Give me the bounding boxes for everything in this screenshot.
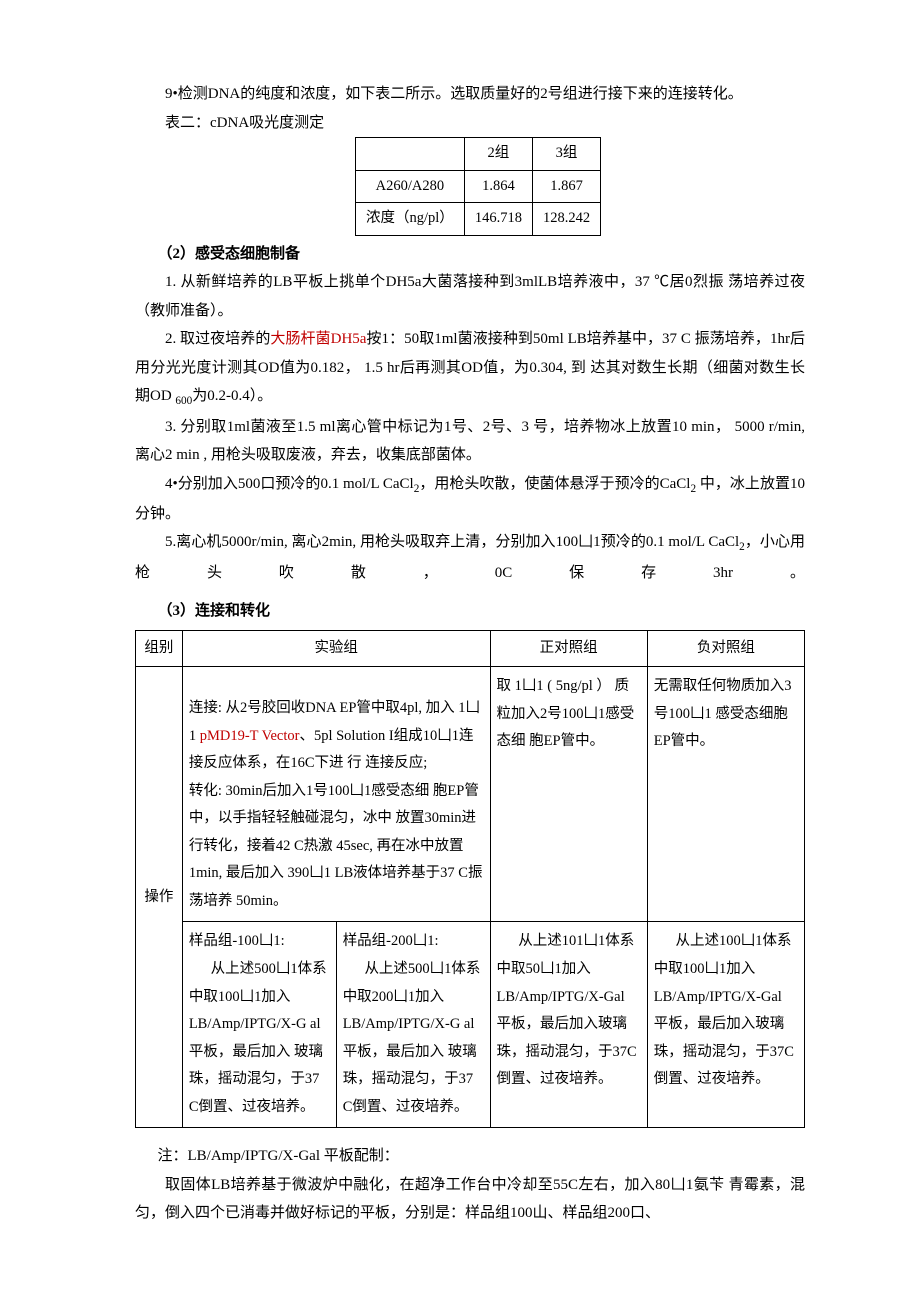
sec2-p4b: ，用枪头吹散，使菌体悬浮于预冷的CaCl — [419, 476, 690, 492]
t2-exp-red: pMD19-T Vector — [200, 728, 300, 744]
sec2-p2: 2. 取过夜培养的大肠杆菌DH5a按1：50取1ml菌液接种到50ml LB培养… — [135, 325, 805, 412]
sec2-p3: 3. 分别取1ml菌液至1.5 ml离心管中标记为1号、2号、3 号，培养物冰上… — [135, 413, 805, 470]
t2-h1: 实验组 — [182, 630, 490, 667]
note-body: 取固体LB培养基于微波炉中融化，在超净工作台中冷却至55C左右，加入80凵1氨苄… — [135, 1171, 805, 1228]
t2-pos: 取 1凵1 ( 5ng/pl ） 质粒加入2号100凵1感受态细 胞EP管中。 — [490, 667, 647, 922]
table-ligation-transformation: 组别 实验组 正对照组 负对照组 操作 连接: 从2号胶回收DNA EP管中取4… — [135, 630, 805, 1129]
table-cdna-absorbance: 2组 3组 A260/A280 1.864 1.867 浓度（ng/pl） 14… — [355, 137, 601, 236]
sec2-p2c: 为0.2-0.4）。 — [192, 388, 272, 404]
sec2-p4a: 4•分别加入500口预冷的0.1 mol/L CaCl — [165, 476, 414, 492]
t2-r2c4: 从上述100凵1体系中取100凵1加入LB/Amp/IPTG/X-Gal 平板，… — [647, 922, 804, 1128]
t1-h0 — [356, 138, 465, 171]
t2-r2c2-body: 从上述500凵1体系中取200凵1加入LB/Amp/IPTG/X-G al 平板… — [343, 956, 484, 1121]
t2-r2c3: 从上述101凵1体系中取50凵1加入LB/Amp/IPTG/X-Gal 平板，最… — [490, 922, 647, 1128]
sec2-p5a: 5.离心机5000r/min, 离心2min, 用枪头吸取弃上清，分别加入100… — [165, 534, 739, 550]
t1-h1: 2组 — [464, 138, 532, 171]
t2-exp-c: 转化: 30min后加入1号100凵1感受态细 胞EP管中，以手指轻轻触碰混匀，… — [189, 783, 483, 909]
t2-exp-cell: 连接: 从2号胶回收DNA EP管中取4pl, 加入 1凵1 pMD19-T V… — [182, 667, 490, 922]
section2-title: （2）感受态细胞制备 — [135, 240, 805, 269]
t2-r2c3-body: 从上述101凵1体系中取50凵1加入LB/Amp/IPTG/X-Gal 平板，最… — [497, 928, 641, 1093]
t2-h2: 正对照组 — [490, 630, 647, 667]
t2-op-label: 操作 — [136, 667, 183, 1128]
sec2-p5: 5.离心机5000r/min, 离心2min, 用枪头吸取弃上清，分别加入100… — [135, 528, 805, 587]
t1-r1c2: 128.242 — [532, 203, 600, 236]
t1-r1c0: 浓度（ng/pl） — [356, 203, 465, 236]
sec2-p2a: 2. 取过夜培养的 — [165, 331, 270, 347]
t1-r0c1: 1.864 — [464, 170, 532, 203]
t1-h2: 3组 — [532, 138, 600, 171]
sec2-p1: 1. 从新鲜培养的LB平板上挑单个DH5a大菌落接种到3mlLB培养液中，37 … — [135, 268, 805, 325]
sec2-p2-sub: 600 — [175, 395, 192, 407]
t2-h3: 负对照组 — [647, 630, 804, 667]
t2-r2c1-body: 从上述500凵1体系中取100凵1加入LB/Amp/IPTG/X-G al 平板… — [189, 956, 330, 1121]
t2-r2c1-title: 样品组-100凵1: — [189, 933, 285, 949]
sec2-p2-red: 大肠杆菌DH5a — [270, 331, 366, 347]
t1-r0c0: A260/A280 — [356, 170, 465, 203]
t2-neg: 无需取任何物质加入3号100凵1 感受态细胞EP管中。 — [647, 667, 804, 922]
note-title: 注：LB/Amp/IPTG/X-Gal 平板配制： — [135, 1142, 805, 1171]
t2-h0: 组别 — [136, 630, 183, 667]
t2-r2c2-title: 样品组-200凵1: — [343, 933, 439, 949]
section3-title: （3）连接和转化 — [135, 597, 805, 626]
para-intro: 9•检测DNA的纯度和浓度，如下表二所示。选取质量好的2号组进行接下来的连接转化… — [135, 80, 805, 109]
t2-r2c1: 样品组-100凵1: 从上述500凵1体系中取100凵1加入LB/Amp/IPT… — [182, 922, 336, 1128]
sec2-p4: 4•分别加入500口预冷的0.1 mol/L CaCl2，用枪头吹散，使菌体悬浮… — [135, 470, 805, 529]
t1-r1c1: 146.718 — [464, 203, 532, 236]
t1-r0c2: 1.867 — [532, 170, 600, 203]
table1-caption: 表二：cDNA吸光度测定 — [135, 109, 805, 138]
t2-r2c2: 样品组-200凵1: 从上述500凵1体系中取200凵1加入LB/Amp/IPT… — [336, 922, 490, 1128]
t2-r2c4-body: 从上述100凵1体系中取100凵1加入LB/Amp/IPTG/X-Gal 平板，… — [654, 928, 798, 1093]
